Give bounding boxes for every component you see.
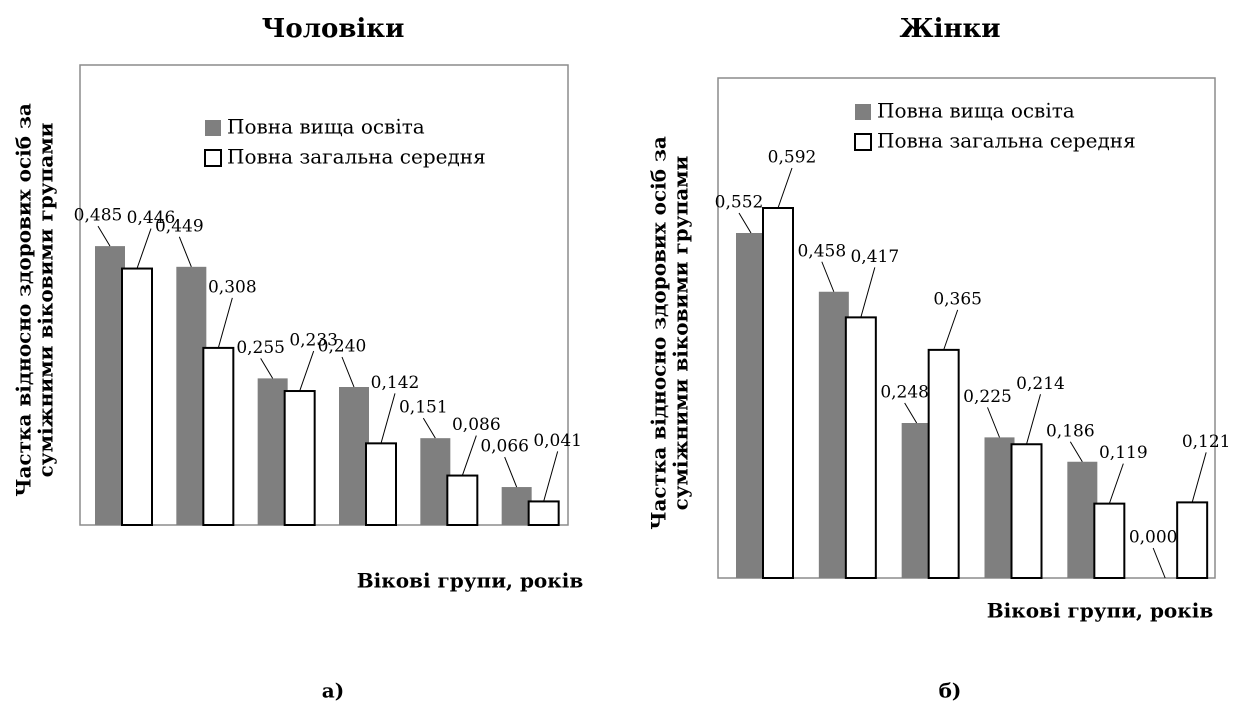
legend-label: Повна вища освіта (877, 99, 1075, 123)
value-label: 0,255 (236, 338, 285, 358)
bar (1093, 502, 1126, 579)
value-label: 0,086 (452, 415, 501, 435)
value-label: 0,151 (399, 398, 448, 418)
legend-label: Повна загальна середня (877, 129, 1136, 153)
value-label: 0,417 (850, 247, 899, 267)
value-label: 0,308 (208, 277, 257, 297)
bar (818, 291, 849, 578)
bar (121, 267, 153, 526)
value-label: 0,214 (1016, 374, 1065, 394)
legend-label: Повна загальна середня (227, 145, 486, 169)
bar (176, 266, 207, 525)
leader-line (504, 456, 518, 488)
value-label: 0,458 (797, 241, 846, 261)
caption: а) (322, 679, 344, 703)
value-label: 0,142 (371, 373, 420, 393)
leader-line (178, 236, 192, 268)
value-label: 0,121 (1182, 432, 1231, 452)
leader-line (821, 261, 835, 292)
y-axis-label: суміжними віковими групами (669, 155, 693, 510)
plot-area (717, 77, 1216, 579)
bar (283, 390, 316, 526)
value-label: 0,485 (74, 206, 123, 226)
bar (501, 487, 532, 525)
legend-swatch (855, 104, 871, 120)
value-label: 0,000 (1129, 528, 1178, 548)
value-label: 0,248 (880, 383, 929, 403)
bar (95, 246, 125, 525)
bar (984, 437, 1015, 578)
bar (762, 207, 794, 579)
value-label: 0,446 (127, 208, 176, 228)
y-axis-label: Частка відносно здорових осіб за (12, 103, 36, 497)
leader-line (904, 402, 918, 424)
leader-line (341, 356, 355, 388)
value-label: 0,119 (1099, 443, 1148, 463)
bar (901, 423, 932, 578)
value-label: 0,552 (715, 193, 764, 213)
bar (1010, 443, 1043, 579)
leader-line (97, 225, 111, 247)
bar (202, 346, 235, 526)
y-axis-label: суміжними віковими групами (34, 122, 58, 477)
leader-line (260, 358, 274, 379)
leader-line (136, 228, 152, 269)
value-label: 0,186 (1046, 421, 1095, 441)
bar (420, 438, 451, 525)
bar (339, 387, 369, 525)
value-label: 0,592 (768, 148, 817, 168)
bar (446, 474, 479, 526)
leader-line (217, 297, 233, 349)
caption: б) (939, 679, 962, 703)
bar (844, 316, 877, 579)
leader-line (1108, 463, 1124, 504)
leader-line (1069, 441, 1083, 463)
plot-area (79, 64, 569, 526)
bar (365, 442, 397, 527)
value-label: 0,225 (963, 387, 1012, 407)
leader-line (299, 350, 315, 392)
bar (1176, 501, 1209, 579)
bar (1067, 461, 1098, 578)
bar (927, 348, 960, 579)
value-label: 0,449 (155, 216, 204, 236)
value-label: 0,041 (533, 431, 582, 451)
bar (257, 378, 288, 525)
leader-line (860, 267, 876, 318)
bar (736, 233, 766, 578)
legend-swatch (204, 149, 222, 167)
chart-title: Чоловіки (262, 14, 405, 44)
leader-line (777, 167, 793, 209)
leader-line (987, 407, 1000, 438)
leader-line (1152, 547, 1166, 579)
value-label: 0,066 (480, 437, 529, 457)
leader-line (738, 212, 752, 234)
legend-swatch (854, 133, 872, 151)
x-axis-label: Вікові групи, років (987, 599, 1214, 623)
value-label: 0,233 (289, 331, 338, 351)
bar (527, 500, 560, 526)
leader-line (461, 435, 477, 476)
x-axis-label: Вікові групи, років (357, 569, 584, 593)
y-axis-label: Частка відносно здорових осіб за (647, 136, 671, 530)
value-label: 0,365 (933, 289, 982, 309)
leader-line (422, 417, 436, 439)
leader-line (1191, 452, 1207, 503)
leader-line (380, 393, 396, 444)
leader-line (1026, 394, 1041, 445)
chart-title: Жінки (899, 14, 1000, 44)
value-label: 0,240 (318, 337, 367, 357)
leader-line (543, 451, 559, 502)
leader-line (943, 309, 959, 351)
legend-label: Повна вища освіта (227, 115, 425, 139)
legend-swatch (205, 120, 221, 136)
